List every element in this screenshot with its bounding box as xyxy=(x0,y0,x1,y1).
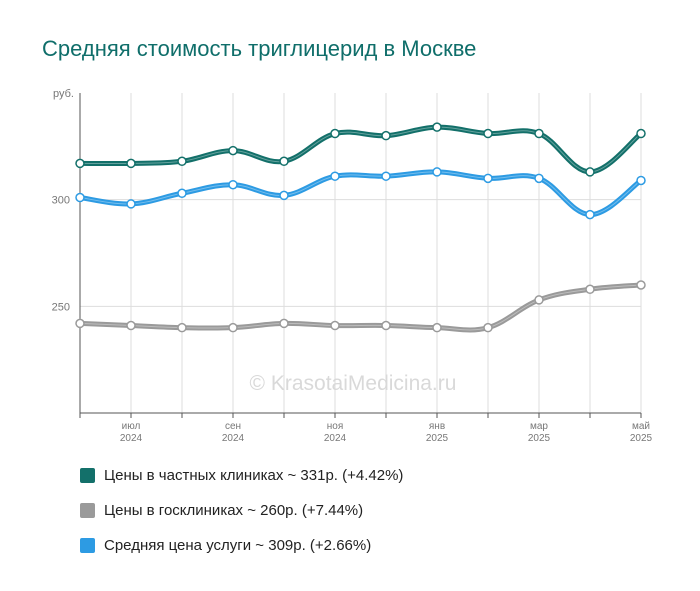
legend-label: Средняя цена услуги ~ 309р. (+2.66%) xyxy=(104,537,372,554)
legend: Цены в частных клиниках ~ 331р. (+4.42%)… xyxy=(80,458,403,563)
data-point[interactable] xyxy=(381,320,391,331)
legend-item[interactable]: Цены в частных клиниках ~ 331р. (+4.42%) xyxy=(80,458,403,493)
data-point[interactable] xyxy=(75,158,85,169)
data-point[interactable] xyxy=(177,322,187,333)
data-point[interactable] xyxy=(279,318,289,329)
data-point[interactable] xyxy=(126,199,136,209)
x-tick-label-month: июл xyxy=(122,421,141,432)
data-point[interactable] xyxy=(75,318,85,329)
data-point[interactable] xyxy=(279,156,289,167)
watermark-text: © KrasotaiMedicina.ru xyxy=(250,372,457,395)
axes xyxy=(79,93,642,418)
data-point[interactable] xyxy=(279,190,289,201)
grid-lines xyxy=(80,93,642,413)
y-tick-label: 300 xyxy=(52,195,70,207)
legend-swatch xyxy=(80,468,95,483)
axis-labels: 250300руб.июл2024сен2024ноя2024янв2025ма… xyxy=(52,88,653,444)
legend-swatch xyxy=(80,503,95,518)
data-point[interactable] xyxy=(177,156,187,167)
data-point[interactable] xyxy=(534,173,544,184)
legend-swatch xyxy=(80,538,95,553)
series-line-1 xyxy=(77,124,644,175)
data-point[interactable] xyxy=(75,192,85,203)
x-tick-label-month: сен xyxy=(225,421,241,432)
data-point[interactable] xyxy=(483,322,493,333)
data-point[interactable] xyxy=(432,322,442,333)
x-tick-label-year: 2025 xyxy=(528,433,551,444)
data-point[interactable] xyxy=(228,322,238,333)
data-point[interactable] xyxy=(432,167,442,177)
data-point[interactable] xyxy=(330,320,340,331)
x-tick-label-year: 2025 xyxy=(426,433,449,444)
x-tick-label-month: ноя xyxy=(327,421,344,432)
data-point[interactable] xyxy=(636,280,646,290)
data-point[interactable] xyxy=(381,171,391,181)
data-point[interactable] xyxy=(585,167,595,177)
data-point[interactable] xyxy=(228,179,238,190)
chart-title: Средняя стоимость триглицерид в Москве xyxy=(42,36,477,61)
y-tick-label: 250 xyxy=(52,301,70,313)
y-axis-label: руб. xyxy=(53,88,74,100)
data-point[interactable] xyxy=(636,128,646,139)
data-point[interactable] xyxy=(483,128,493,139)
series-line-3 xyxy=(77,169,644,218)
data-point[interactable] xyxy=(126,320,136,331)
data-point[interactable] xyxy=(585,209,595,220)
data-point[interactable] xyxy=(126,158,136,169)
data-point[interactable] xyxy=(534,128,544,139)
x-tick-label-year: 2024 xyxy=(222,433,245,444)
data-point[interactable] xyxy=(228,145,238,156)
series-line-2 xyxy=(77,282,644,333)
legend-label: Цены в частных клиниках ~ 331р. (+4.42%) xyxy=(104,467,404,484)
legend-item[interactable]: Средняя цена услуги ~ 309р. (+2.66%) xyxy=(80,528,403,563)
x-tick-label-year: 2025 xyxy=(630,433,653,444)
series-lines xyxy=(75,122,646,333)
legend-item[interactable]: Цены в госклиниках ~ 260р. (+7.44%) xyxy=(80,493,403,528)
data-point[interactable] xyxy=(483,173,493,184)
data-point[interactable] xyxy=(636,175,646,186)
data-point[interactable] xyxy=(330,171,340,181)
legend-label: Цены в госклиниках ~ 260р. (+7.44%) xyxy=(104,502,364,519)
x-tick-label-month: май xyxy=(632,421,650,432)
data-point[interactable] xyxy=(432,122,442,132)
data-point[interactable] xyxy=(330,128,340,139)
x-tick-label-year: 2024 xyxy=(120,433,143,444)
data-point[interactable] xyxy=(381,130,391,141)
x-tick-label-month: янв xyxy=(429,421,445,432)
x-tick-label-month: мар xyxy=(530,421,548,432)
data-point[interactable] xyxy=(534,295,544,305)
data-point[interactable] xyxy=(585,284,595,295)
x-tick-label-year: 2024 xyxy=(324,433,347,444)
data-point[interactable] xyxy=(177,188,187,199)
